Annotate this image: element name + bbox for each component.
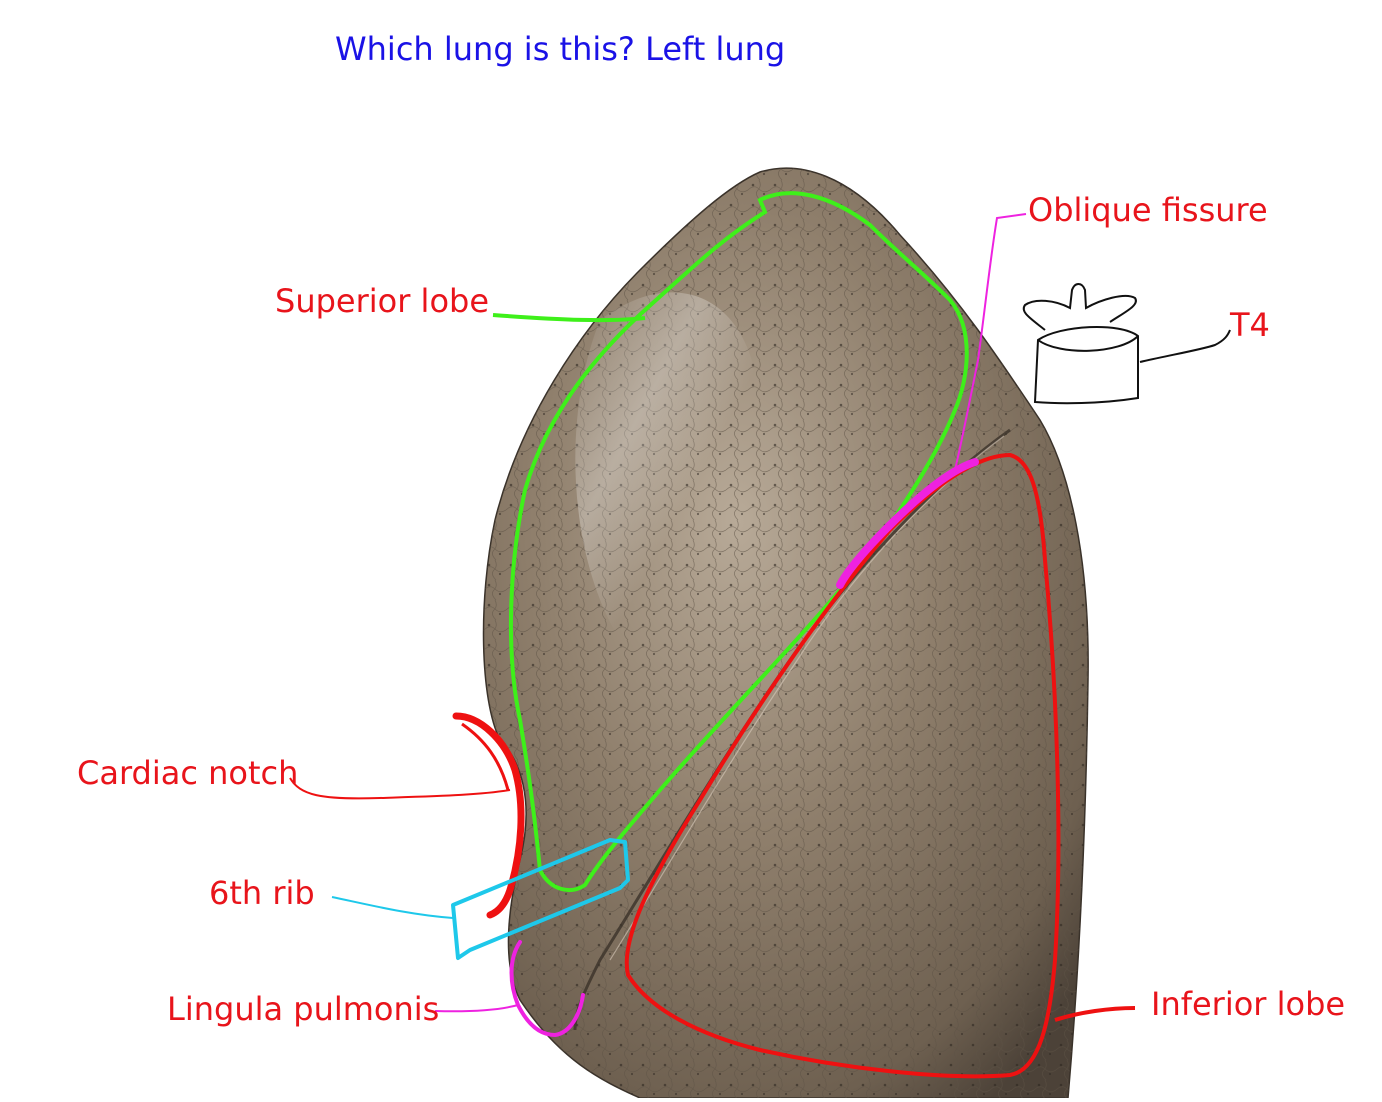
- label-oblique-fissure: Oblique fissure: [1028, 191, 1268, 229]
- lingula-leader: [434, 1004, 519, 1013]
- sixth-rib-outline: [451, 838, 630, 960]
- vertebra-body-top: [1037, 335, 1139, 352]
- cardiac-notch-marker: [452, 712, 525, 919]
- oblique-fissure-marker: [836, 458, 979, 589]
- label-cardiac-notch: Cardiac notch: [77, 754, 299, 792]
- lung-sheen: [575, 292, 760, 640]
- t4-vertebra-sketch: [1022, 283, 1231, 405]
- inferior-lobe-leader: [1054, 1006, 1136, 1022]
- inferior-lobe-outline: [624, 452, 1061, 1079]
- vertebra-processes: [1022, 283, 1137, 331]
- lung-texture: [483, 168, 1089, 1099]
- left-lung-illustration: [482, 167, 1089, 1099]
- cardiac-notch-leader: [289, 777, 511, 800]
- label-inferior-lobe: Inferior lobe: [1151, 985, 1346, 1023]
- question-heading: Which lung is this? Left lung: [335, 30, 786, 68]
- label-superior-lobe: Superior lobe: [275, 282, 490, 320]
- sixth-rib-leader: [331, 896, 454, 919]
- lingula-marker: [509, 940, 585, 1038]
- label-lingula-pulmonis: Lingula pulmonis: [167, 990, 440, 1028]
- fissure-groove-highlight: [609, 435, 1005, 961]
- oblique-fissure-leader: [954, 213, 1027, 471]
- vertebra-body: [1033, 325, 1139, 405]
- superior-lobe-leader: [492, 313, 646, 323]
- superior-lobe-outline: [508, 191, 969, 892]
- label-sixth-rib: 6th rib: [209, 874, 315, 912]
- cardiac-notch-marker-inner: [461, 722, 510, 791]
- t4-leader: [1139, 329, 1231, 363]
- label-t4: T4: [1230, 306, 1270, 344]
